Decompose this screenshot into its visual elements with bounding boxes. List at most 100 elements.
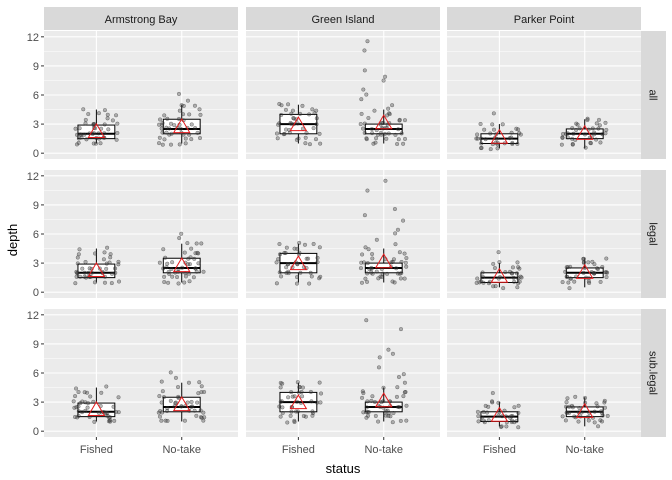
data-point <box>568 276 574 281</box>
data-point <box>192 256 197 261</box>
data-point <box>502 408 507 413</box>
y-tick-label: 3 <box>33 258 39 270</box>
data-point <box>359 395 365 400</box>
data-point <box>491 111 496 116</box>
data-point <box>301 413 306 419</box>
data-point <box>596 126 601 131</box>
mean-marker <box>374 253 393 269</box>
data-point <box>386 347 391 352</box>
data-point <box>393 242 398 247</box>
data-point <box>290 108 296 113</box>
data-point <box>113 113 119 118</box>
mean-marker <box>172 396 191 412</box>
panel-green-island-all <box>246 31 440 159</box>
data-point <box>186 256 191 261</box>
data-point <box>377 355 382 360</box>
data-point <box>401 218 406 223</box>
mean-marker <box>575 402 594 418</box>
data-point <box>493 284 498 289</box>
data-point <box>313 137 319 142</box>
data-point <box>570 405 575 410</box>
data-point <box>605 413 610 418</box>
y-tick-label: 3 <box>33 397 39 409</box>
data-point <box>280 410 285 416</box>
data-point <box>315 260 320 265</box>
data-point <box>168 142 174 147</box>
data-point <box>509 130 514 135</box>
data-point <box>564 404 569 409</box>
data-point <box>571 131 576 136</box>
data-point <box>479 136 484 141</box>
data-point <box>173 375 178 380</box>
row-strip-0 <box>641 31 666 159</box>
data-point <box>366 410 371 415</box>
data-point <box>563 418 568 423</box>
data-point <box>157 394 162 399</box>
facet-strip-label-0: Armstrong Bay <box>105 14 178 26</box>
data-point <box>381 78 386 83</box>
data-point <box>177 235 182 241</box>
data-point <box>76 389 81 395</box>
data-point <box>159 379 164 384</box>
data-point <box>91 399 96 404</box>
data-point <box>277 241 282 247</box>
data-point <box>490 400 495 405</box>
data-point <box>283 107 288 112</box>
data-point <box>197 135 203 141</box>
data-point <box>295 121 300 126</box>
facet-strip-label-2: Parker Point <box>514 14 575 26</box>
data-point <box>294 275 300 280</box>
data-point <box>399 131 404 136</box>
panel-armstrong-bay-sub-legal: 0 3 6 9 12 Fished No-take <box>27 309 238 456</box>
data-point <box>512 279 517 284</box>
data-point <box>310 107 315 112</box>
data-point <box>585 117 590 123</box>
data-point <box>494 136 499 141</box>
mean-marker <box>172 257 191 273</box>
data-point <box>317 380 322 385</box>
data-point <box>85 405 90 410</box>
data-point <box>592 409 597 414</box>
data-point <box>311 126 316 131</box>
data-point <box>192 408 197 413</box>
data-point <box>362 213 367 218</box>
data-point <box>397 405 402 410</box>
data-point <box>402 251 407 256</box>
data-point <box>277 252 283 257</box>
data-point <box>496 250 501 255</box>
data-point <box>180 265 185 270</box>
data-point <box>317 131 322 136</box>
data-point <box>517 131 522 136</box>
data-point <box>275 136 280 141</box>
data-point <box>199 390 204 395</box>
data-point <box>202 415 207 420</box>
panel-parker-point-legal <box>447 170 641 298</box>
data-point <box>374 269 379 274</box>
data-point <box>604 256 609 261</box>
data-point <box>160 389 165 394</box>
data-point <box>600 264 605 270</box>
data-point <box>160 120 165 126</box>
data-point <box>515 285 520 290</box>
data-point <box>486 281 491 286</box>
data-point <box>585 116 590 121</box>
panel-parker-point-all <box>447 31 641 159</box>
data-point <box>516 425 521 430</box>
mean-marker <box>87 261 106 277</box>
data-point <box>479 279 484 284</box>
data-point <box>586 260 591 265</box>
data-point <box>386 410 391 415</box>
data-point <box>166 269 171 274</box>
data-point <box>565 396 570 401</box>
data-point <box>563 269 568 274</box>
data-point <box>288 413 293 418</box>
data-point <box>599 409 604 414</box>
data-point <box>165 405 170 411</box>
data-point <box>388 414 393 419</box>
data-point <box>72 405 77 410</box>
data-point <box>157 135 162 140</box>
data-point <box>362 121 367 126</box>
data-point <box>285 420 290 425</box>
facet-strip-label-1: Green Island <box>312 14 375 26</box>
data-point <box>169 266 174 272</box>
